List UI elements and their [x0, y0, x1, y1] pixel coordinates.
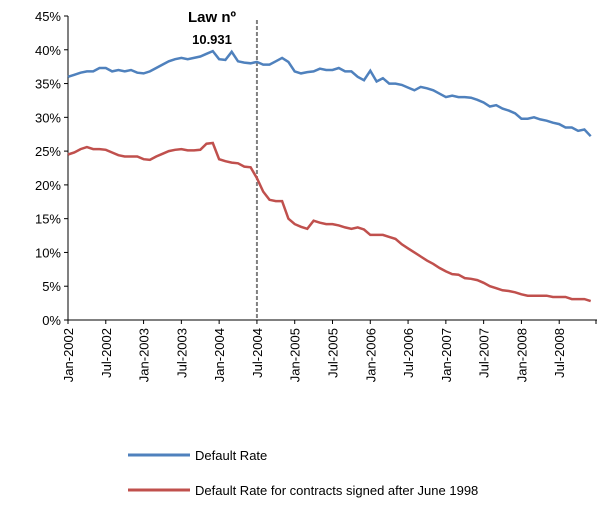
x-tick-label: Jan-2004 [212, 328, 227, 382]
y-tick-label: 25% [35, 144, 61, 159]
x-tick-label: Jan-2003 [137, 328, 152, 382]
y-tick-label: 5% [42, 279, 61, 294]
y-tick-label: 0% [42, 313, 61, 328]
y-tick-label: 30% [35, 110, 61, 125]
x-tick-label: Jul-2003 [174, 328, 189, 378]
x-tick-label: Jul-2007 [477, 328, 492, 378]
y-tick-label: 35% [35, 77, 61, 92]
legend-label: Default Rate [195, 448, 267, 463]
x-tick-label: Jan-2007 [439, 328, 454, 382]
x-tick-label: Jan-2006 [363, 328, 378, 382]
x-tick-label: Jul-2008 [552, 328, 567, 378]
x-tick-label: Jan-2002 [61, 328, 76, 382]
y-tick-label: 20% [35, 178, 61, 193]
x-tick-label: Jan-2008 [514, 328, 529, 382]
x-tick-label: Jul-2002 [99, 328, 114, 378]
x-tick-label: Jan-2005 [288, 328, 303, 382]
y-tick-label: 15% [35, 212, 61, 227]
legend-label: Default Rate for contracts signed after … [195, 483, 478, 498]
y-tick-label: 45% [35, 9, 61, 24]
series-line [67, 141, 592, 303]
x-tick-label: Jul-2004 [250, 328, 265, 378]
y-tick-label: 40% [35, 43, 61, 58]
annotation-line-1: Law nº [188, 9, 237, 26]
x-tick-label: Jul-2005 [326, 328, 341, 378]
y-tick-label: 10% [35, 245, 61, 260]
series-line [67, 49, 592, 138]
x-tick-label: Jul-2006 [401, 328, 416, 378]
annotation-line-2: 10.931 [192, 32, 232, 47]
